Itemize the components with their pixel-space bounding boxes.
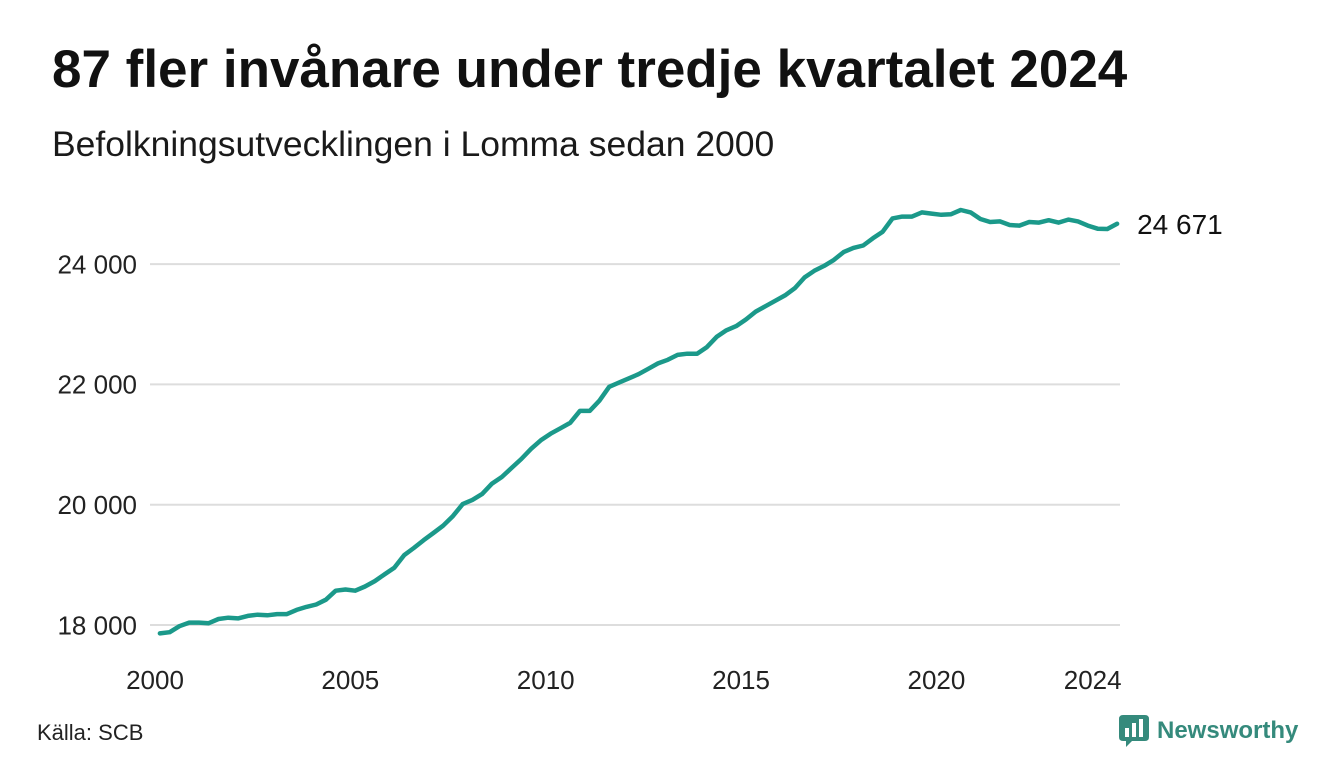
y-tick-label: 24 000 bbox=[57, 249, 137, 279]
source-label: Källa: SCB bbox=[37, 720, 144, 745]
x-tick-label: 2000 bbox=[126, 665, 184, 695]
x-tick-label: 2005 bbox=[321, 665, 379, 695]
chart-subtitle: Befolkningsutvecklingen i Lomma sedan 20… bbox=[52, 124, 775, 164]
series-group: 24 671 bbox=[157, 207, 1223, 636]
brand-name: Newsworthy bbox=[1157, 717, 1299, 744]
bar-chart-speech-bubble-icon bbox=[1119, 715, 1149, 747]
gridlines bbox=[150, 263, 1120, 626]
newsworthy-logo: Newsworthy bbox=[1119, 714, 1298, 748]
y-tick-label: 18 000 bbox=[57, 610, 137, 640]
x-tick-label: 2010 bbox=[517, 665, 575, 695]
y-tick-label: 20 000 bbox=[57, 490, 137, 520]
y-tick-label: 22 000 bbox=[57, 370, 137, 400]
y-axis-tick-labels: 18 000 20 000 22 000 24 000 bbox=[57, 249, 137, 640]
population-line bbox=[157, 207, 1120, 636]
x-tick-label: 2020 bbox=[907, 665, 965, 695]
x-tick-label: 2015 bbox=[712, 665, 770, 695]
last-value-label: 24 671 bbox=[1137, 209, 1223, 240]
chart-title: 87 fler invånare under tredje kvartalet … bbox=[52, 40, 1128, 99]
x-axis-tick-labels: 2000 2005 2010 2015 2020 2024 bbox=[126, 665, 1122, 695]
x-tick-label: 2024 bbox=[1064, 665, 1122, 695]
